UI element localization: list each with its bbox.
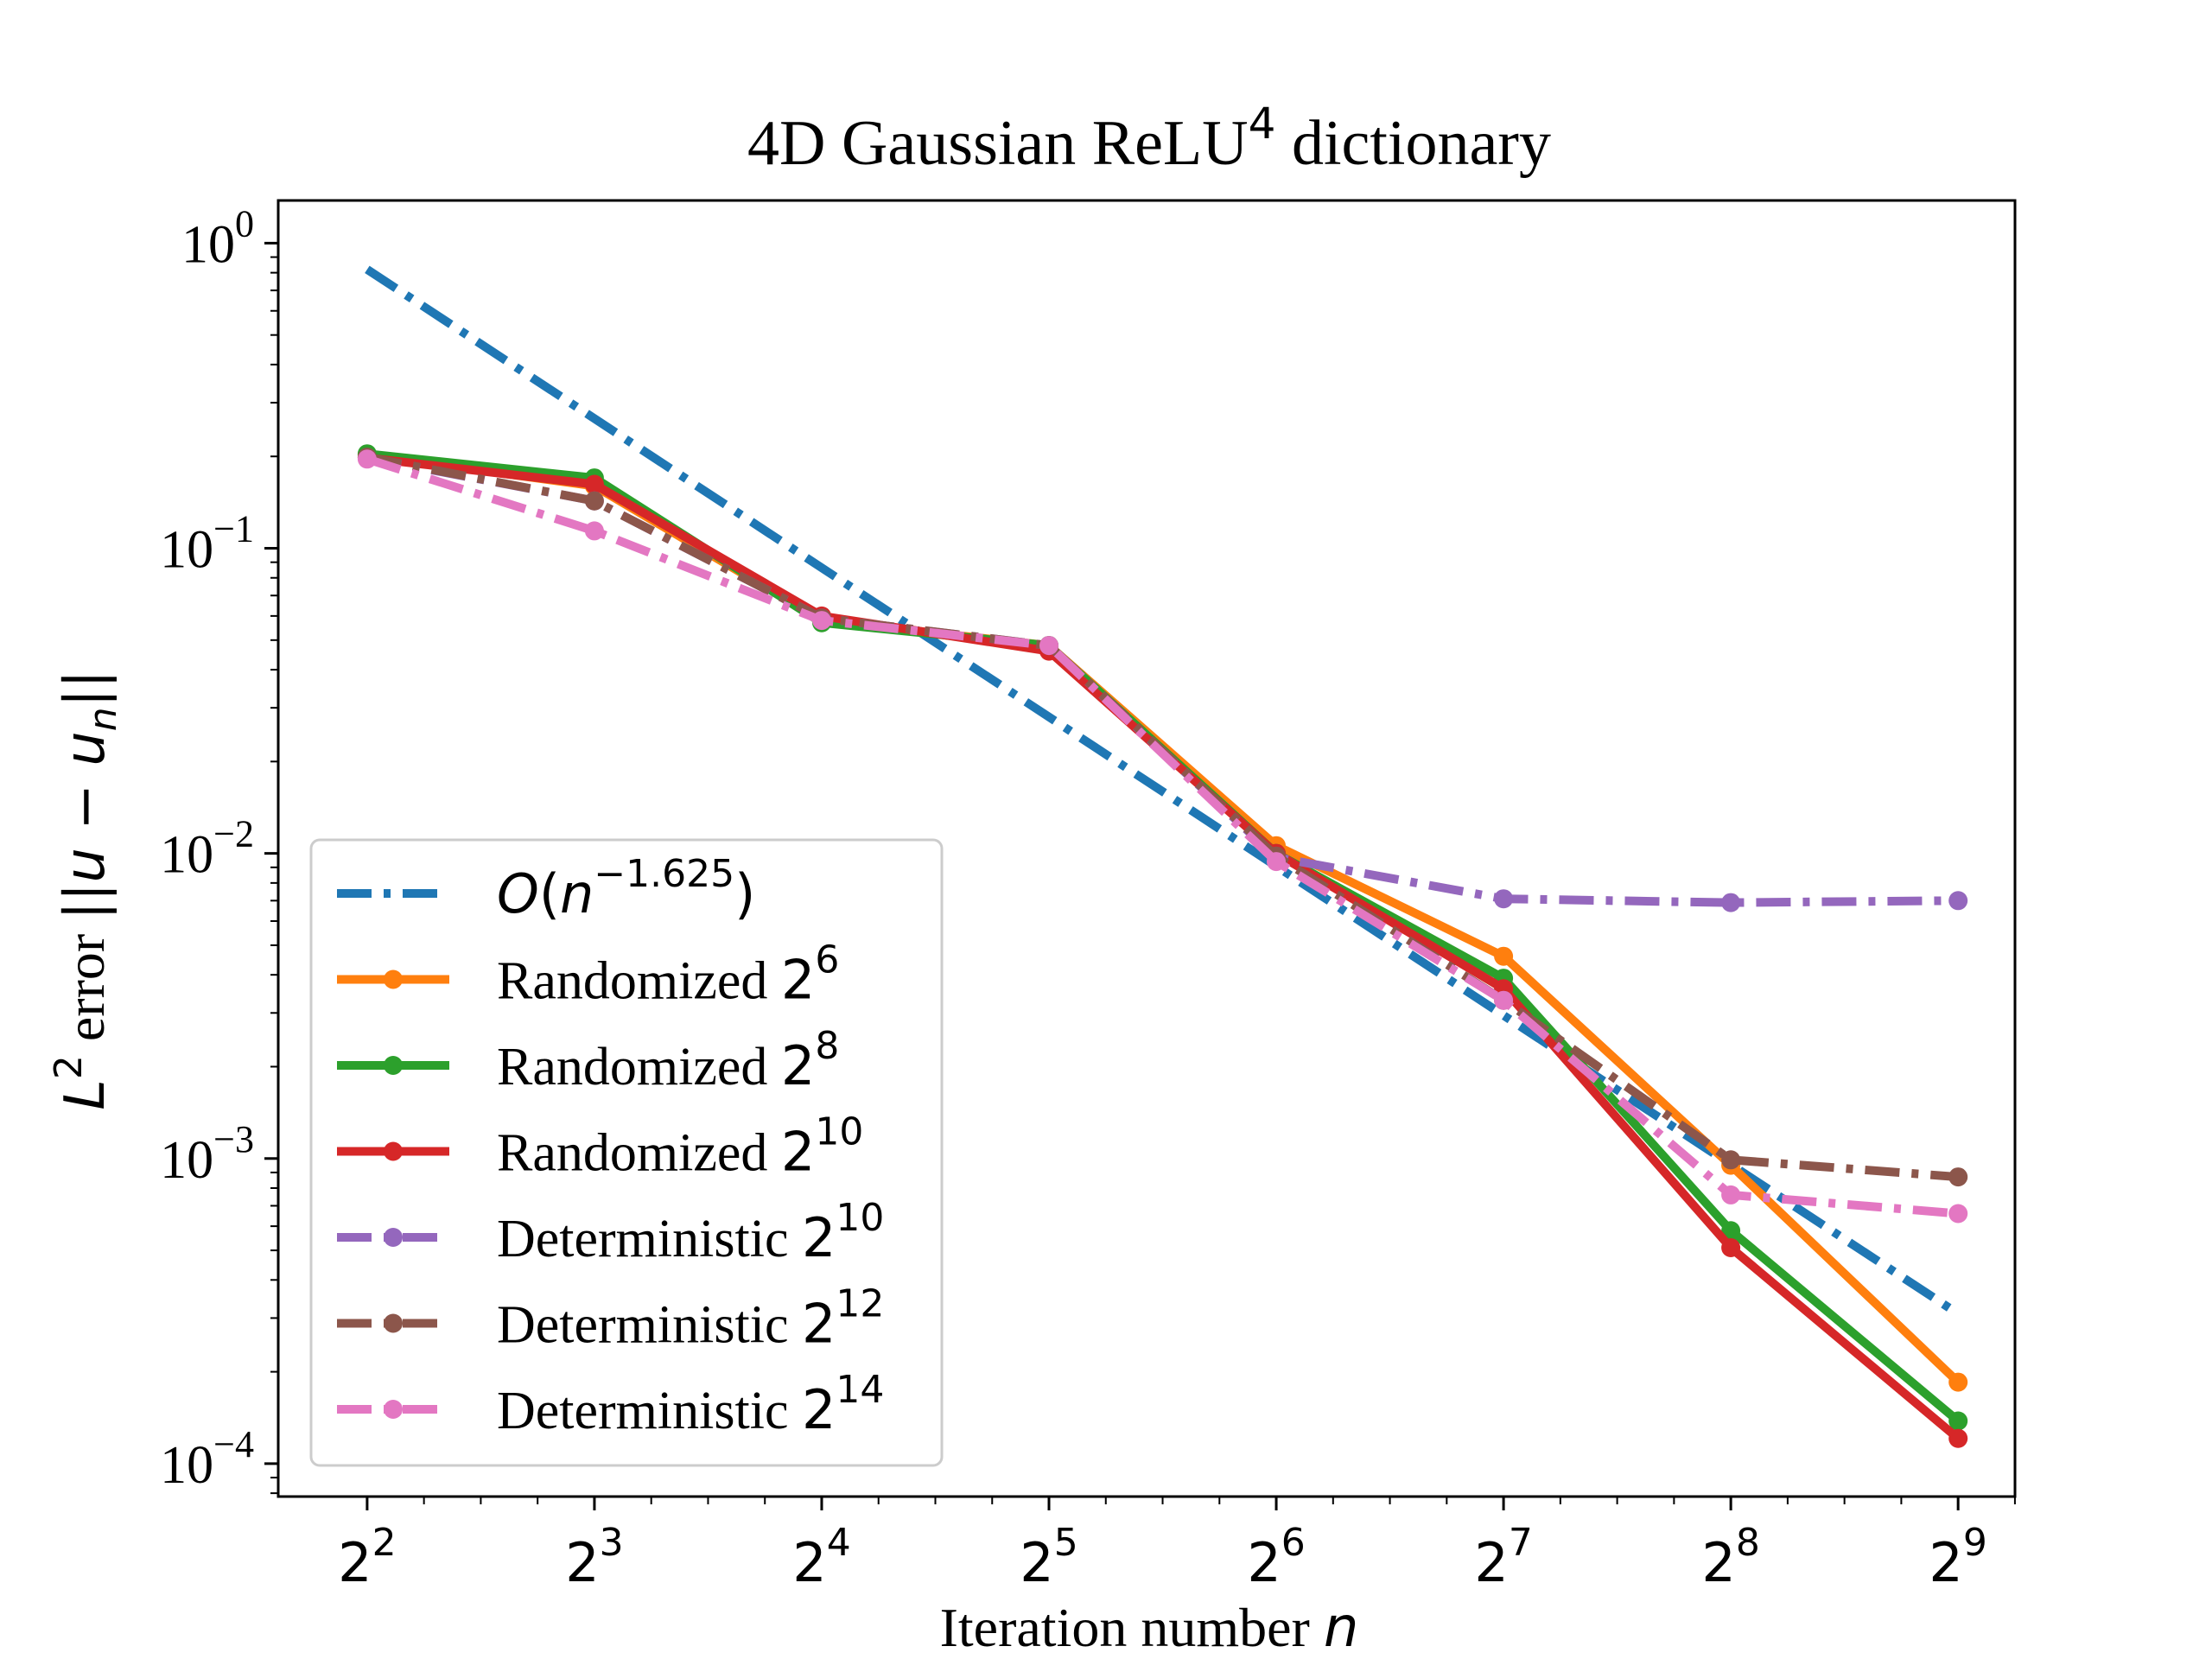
legend-marker-3 [384, 1141, 403, 1161]
x-tick-label-6: 28 [1701, 1521, 1759, 1594]
y-axis-label-L: L [54, 1079, 118, 1110]
y-axis-label-text: error [54, 920, 116, 1055]
legend-marker-1 [384, 969, 403, 989]
series-2-point-6 [1721, 1221, 1741, 1241]
y-tick-label-3: 10−3 [160, 1118, 254, 1190]
axes: 22 23 24 25 26 27 28 29 100 10−1 10−2 10−3 10−4 [160, 199, 2017, 1594]
chart-title: 4D Gaussian ReLU4 dictionary [747, 99, 1551, 179]
legend-entry-3: Randomized 210 [337, 1110, 863, 1184]
series-1-point-7 [1948, 1372, 1968, 1392]
legend-label-3: Randomized 210 [497, 1110, 863, 1184]
series-6-point-4 [1267, 852, 1286, 872]
series-0 [365, 265, 1961, 1318]
y-axis-label-norm-sub: n [81, 707, 125, 731]
x-tick-label-3: 25 [1020, 1521, 1077, 1594]
legend-entry-0: O(n−1.625) [337, 852, 755, 925]
series-6-point-6 [1721, 1185, 1741, 1205]
y-axis-label-norm: ||u − u [54, 731, 118, 920]
series-6-point-7 [1948, 1204, 1968, 1224]
legend-label-4: Deterministic 210 [497, 1196, 884, 1269]
legend-label-2: Randomized 28 [497, 1024, 839, 1097]
x-tick-label-2: 24 [792, 1521, 850, 1594]
legend-label-1: Randomized 26 [497, 938, 839, 1012]
legend-marker-2 [384, 1056, 403, 1075]
legend-entry-6: Deterministic 214 [337, 1368, 884, 1441]
legend-entry-5: Deterministic 212 [337, 1282, 884, 1356]
series-2-point-7 [1948, 1411, 1968, 1431]
x-tick-label-4: 26 [1247, 1521, 1305, 1594]
x-axis-label-variable: n [1324, 1596, 1359, 1659]
x-tick-label-7: 29 [1929, 1521, 1986, 1594]
legend-entry-1: Randomized 26 [337, 938, 839, 1012]
y-tick-label-4: 10−4 [160, 1423, 254, 1495]
legend-marker-6 [384, 1400, 403, 1419]
legend-box [309, 838, 944, 1467]
plot-area [357, 265, 1968, 1448]
series-5-point-1 [584, 491, 604, 511]
plot-frame [276, 199, 2017, 1498]
series-3-point-6 [1721, 1238, 1741, 1257]
legend-entry-2: Randomized 28 [337, 1024, 839, 1097]
series-6-point-5 [1494, 990, 1514, 1010]
y-tick-label-1: 10−1 [160, 508, 254, 580]
chart-title-superscript: 4 [1249, 99, 1276, 149]
chart-title-main: 4D Gaussian ReLU [747, 108, 1249, 179]
x-tick-label-0: 22 [338, 1521, 396, 1594]
series-6-point-0 [357, 449, 377, 469]
series-6-point-3 [1039, 636, 1058, 656]
y-axis-label-L-sup: 2 [47, 1055, 91, 1079]
series-line-4 [365, 453, 1959, 907]
y-tick-label-2: 10−2 [160, 813, 254, 885]
legend-marker-4 [384, 1228, 403, 1247]
series-line-0 [365, 265, 1961, 1318]
series-6-point-1 [584, 521, 604, 541]
y-axis-label: L2 error ||u − un|| [47, 670, 125, 1110]
y-axis-label-norm-end: || [54, 670, 118, 707]
x-tick-label-5: 27 [1474, 1521, 1532, 1594]
series-4-point-7 [1948, 891, 1968, 911]
x-axis-label: Iteration number n [940, 1596, 1359, 1659]
series-6 [357, 449, 1968, 1224]
legend-entry-4: Deterministic 210 [337, 1196, 884, 1269]
series-3-point-1 [584, 474, 604, 494]
legend-label-0: O(n−1.625) [497, 852, 755, 925]
series-6-point-2 [812, 611, 831, 631]
chart-title-suffix: dictionary [1275, 108, 1551, 179]
series-line-6 [365, 454, 1959, 1218]
series-1-point-5 [1494, 946, 1514, 966]
y-tick-label-0: 100 [181, 202, 254, 274]
series-3-point-7 [1948, 1428, 1968, 1448]
series-4-point-5 [1494, 889, 1514, 909]
legend-label-5: Deterministic 212 [497, 1282, 884, 1356]
x-axis-label-text: Iteration number [940, 1597, 1324, 1658]
legend-label-6: Deterministic 214 [497, 1368, 884, 1441]
legend: O(n−1.625) Randomized 26 Randomized 28 Rand… [309, 838, 944, 1467]
series-4-point-6 [1721, 893, 1741, 912]
series-5-point-6 [1721, 1150, 1741, 1170]
series-5-point-7 [1948, 1167, 1968, 1187]
legend-marker-5 [384, 1313, 403, 1333]
x-tick-label-1: 23 [565, 1521, 623, 1594]
